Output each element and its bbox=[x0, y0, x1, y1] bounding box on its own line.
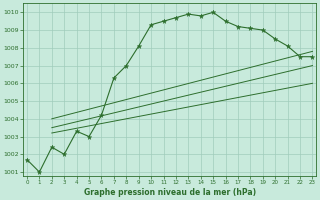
X-axis label: Graphe pression niveau de la mer (hPa): Graphe pression niveau de la mer (hPa) bbox=[84, 188, 256, 197]
